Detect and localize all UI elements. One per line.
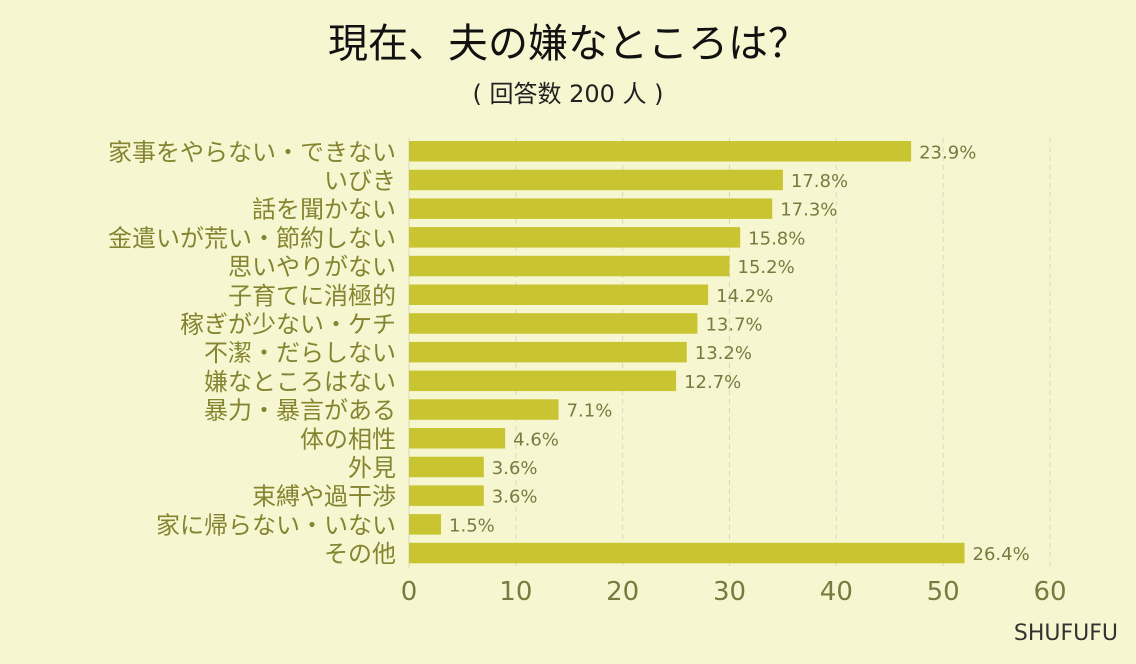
bar [409,542,965,564]
bar [409,284,709,305]
bar [409,428,506,449]
category-label: 暴力・暴言がある [204,397,396,425]
category-label: 外見 [348,454,396,482]
category-label: 金遣いが荒い・節約しない [108,224,396,252]
category-label: 思いやりがない [228,253,396,281]
bar [409,169,783,191]
bar [409,514,442,535]
category-label: 家事をやらない・できない [108,138,396,166]
chart-title: 現在、夫の嫌なところは？ [328,21,808,67]
x-tick-label: 10 [499,577,532,607]
bar [409,485,484,506]
x-tick-label: 60 [1033,577,1066,607]
value-label: 14.2% [716,286,773,307]
value-labels: 23.9% 17.8% 17.3% 15.8% 15.2% 14.2% 13.7% 13.2%… [449,142,1030,565]
category-label: 子育てに消極的 [228,282,396,310]
category-label: 体の相性 [300,425,396,453]
category-label: 不潔・だらしない [204,339,396,367]
value-label: 23.9% [919,142,976,163]
value-label: 13.7% [705,314,762,335]
category-labels: 家事をやらない・できないいびき話を聞かない金遣いが荒い・節約しない思いやりがない… [108,138,396,568]
category-label: その他 [324,540,396,568]
value-label: 15.8% [748,228,805,249]
category-label: 嫌なところはない [204,368,396,396]
category-label: 家に帰らない・いない [156,511,396,539]
value-label: 12.7% [684,372,741,393]
value-label: 17.3% [780,200,837,221]
bar [409,141,912,162]
bar [409,313,698,334]
value-label: 17.8% [791,171,848,192]
category-label: 束縛や過干渉 [252,483,396,511]
x-tick-label: 0 [401,577,418,607]
bar [409,198,773,219]
bars [409,141,965,564]
brand-logo: SHUFUFU [1014,621,1118,646]
x-tick-label: 40 [820,577,853,607]
category-label: 稼ぎが少ない・ケチ [180,310,396,338]
bar [409,456,484,478]
value-label: 7.1% [567,401,613,422]
value-label: 3.6% [492,487,538,508]
x-tick-label: 50 [927,577,960,607]
bar [409,399,559,420]
bar [409,255,730,277]
value-label: 15.2% [738,257,795,278]
bar [409,370,677,392]
chart-subtitle: ( 回答数 200 人 ) [472,80,663,108]
bar [409,341,687,363]
x-axis-ticks: 0 10 20 30 40 50 60 [401,577,1067,607]
value-label: 13.2% [695,343,752,364]
value-label: 1.5% [449,515,495,536]
x-tick-label: 20 [606,577,639,607]
x-tick-label: 30 [713,577,746,607]
value-label: 26.4% [973,544,1030,565]
value-label: 4.6% [513,429,559,450]
category-label: いびき [324,167,396,195]
category-label: 話を聞かない [252,196,396,224]
bar [409,227,741,248]
value-label: 3.6% [492,458,538,479]
